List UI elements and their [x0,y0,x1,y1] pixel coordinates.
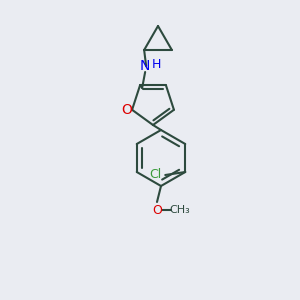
Text: N: N [140,59,150,73]
Text: O: O [152,203,162,217]
Text: Cl: Cl [149,169,161,182]
Text: H: H [152,58,161,70]
Text: CH₃: CH₃ [169,205,190,215]
Text: O: O [122,103,133,117]
